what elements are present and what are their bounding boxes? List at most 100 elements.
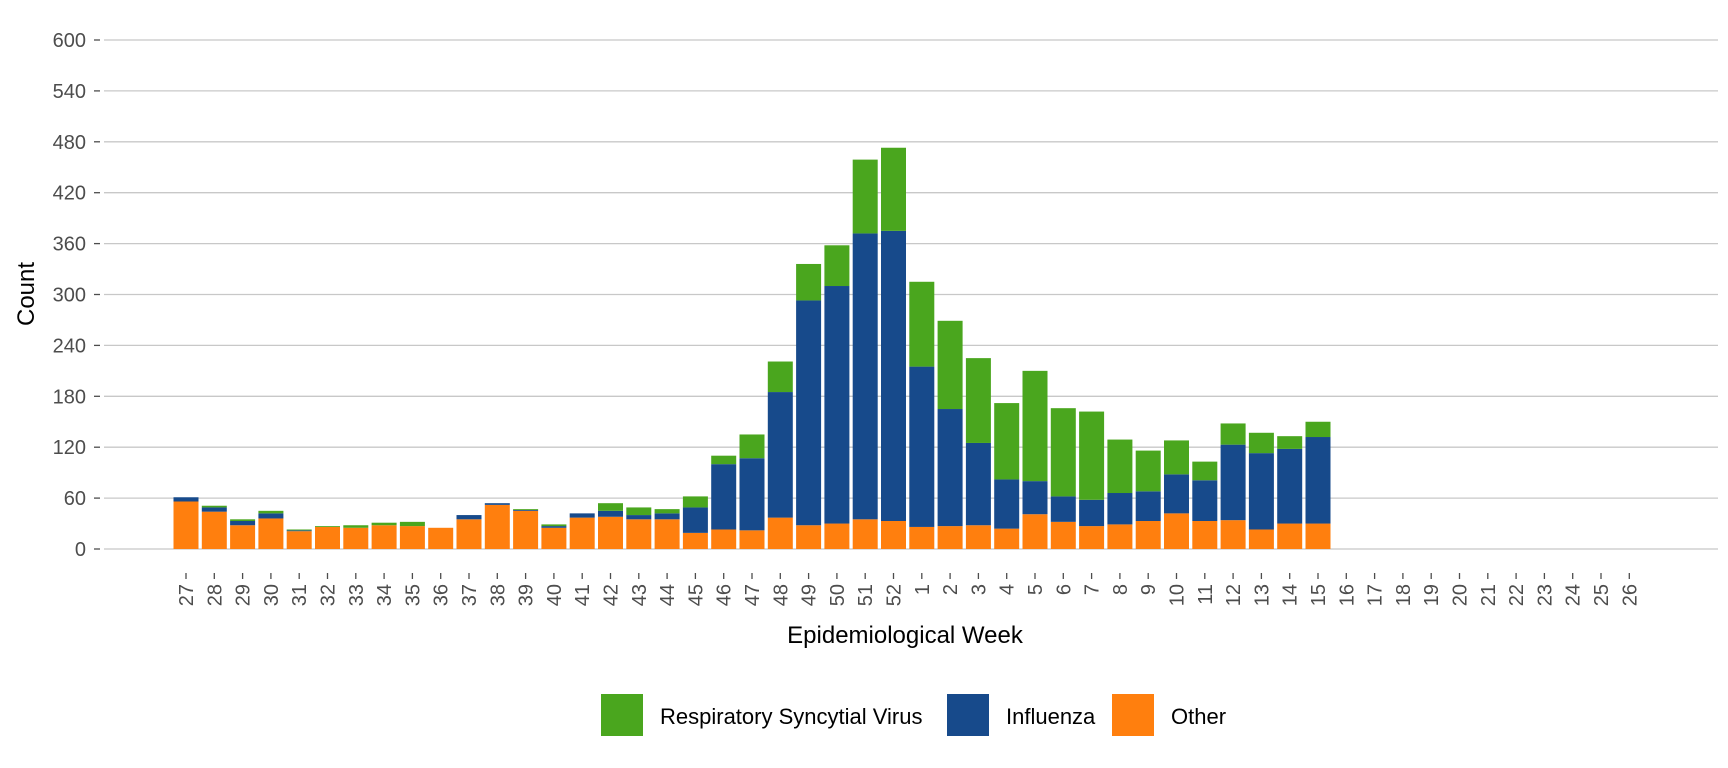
bar-respiratory-syncytial-virus [909, 281, 935, 367]
legend-key [947, 694, 989, 736]
x-tick-label: 50 [827, 584, 849, 606]
bar-influenza [598, 510, 623, 517]
x-tick-label: 3 [968, 584, 990, 595]
y-tick-label: 540 [53, 81, 86, 103]
bar-influenza [711, 464, 737, 530]
bar-other [173, 501, 199, 549]
bar-other [1107, 524, 1133, 549]
bar-influenza [909, 366, 935, 527]
bar-influenza [994, 479, 1020, 529]
bar-influenza [1107, 493, 1133, 525]
bar-influenza [1079, 499, 1105, 527]
bar-influenza [1050, 496, 1076, 522]
bar-other [513, 510, 539, 549]
x-tick-label: 51 [855, 584, 877, 606]
x-tick-label: 5 [1025, 584, 1047, 595]
x-tick-label: 52 [884, 584, 906, 606]
bar-other [399, 526, 425, 549]
bar-influenza [286, 530, 312, 532]
x-tick-label: 39 [516, 584, 538, 606]
bar-other [1305, 523, 1331, 549]
x-tick-label: 47 [742, 584, 764, 606]
bar-other [994, 528, 1020, 549]
bar-other [654, 519, 680, 549]
bar-influenza [881, 230, 906, 522]
x-tick-label: 15 [1308, 584, 1330, 606]
bar-respiratory-syncytial-virus [371, 522, 397, 526]
y-tick-label: 360 [53, 234, 86, 256]
bar-influenza [569, 513, 595, 518]
bar-influenza [1192, 480, 1218, 522]
bar-respiratory-syncytial-virus [399, 521, 425, 527]
bar-influenza [767, 392, 793, 518]
bar-influenza [1022, 481, 1048, 515]
bar-respiratory-syncytial-virus [824, 245, 850, 287]
legend-label: Respiratory Syncytial Virus [660, 704, 922, 729]
x-tick-label: 16 [1336, 584, 1358, 606]
legend-label: Influenza [1006, 704, 1096, 729]
bar-other [286, 531, 312, 549]
x-tick-label: 4 [997, 584, 1019, 595]
bar-respiratory-syncytial-virus [598, 503, 623, 511]
bar-other [1079, 526, 1105, 549]
bar-influenza [796, 300, 822, 526]
x-tick-label: 43 [629, 584, 651, 606]
x-tick-label: 21 [1478, 584, 1500, 606]
bar-respiratory-syncytial-virus [1022, 370, 1048, 482]
bar-other [824, 523, 850, 549]
bar-respiratory-syncytial-virus [1079, 411, 1105, 500]
bar-other [1220, 520, 1246, 549]
bar-other [1050, 521, 1076, 549]
y-tick-label: 300 [53, 285, 86, 307]
bar-other [937, 526, 963, 549]
bar-influenza [1164, 474, 1189, 514]
bar-influenza [1248, 453, 1274, 530]
bar-respiratory-syncytial-virus [230, 519, 256, 522]
x-tick-label: 36 [431, 584, 453, 606]
bar-respiratory-syncytial-virus [1050, 408, 1076, 497]
bar-influenza [513, 509, 539, 511]
bar-other [852, 519, 878, 549]
x-tick-label: 6 [1053, 584, 1075, 595]
bar-respiratory-syncytial-virus [1135, 450, 1161, 492]
bar-influenza [258, 513, 284, 519]
bar-influenza [541, 526, 567, 528]
bar-other [371, 525, 397, 549]
bar-influenza [626, 515, 652, 520]
bar-other [569, 517, 595, 549]
bar-other [315, 526, 340, 549]
bar-other [456, 519, 482, 549]
bar-respiratory-syncytial-virus [994, 403, 1020, 480]
bar-influenza [1277, 448, 1303, 524]
bar-respiratory-syncytial-virus [541, 524, 567, 527]
x-tick-label: 40 [544, 584, 566, 606]
bar-other [1022, 514, 1048, 549]
y-tick-label: 420 [53, 183, 86, 205]
y-tick-label: 600 [53, 30, 86, 52]
x-tick-label: 38 [487, 584, 509, 606]
bar-influenza [456, 515, 482, 520]
bar-respiratory-syncytial-virus [654, 509, 680, 514]
x-tick-label: 13 [1251, 584, 1273, 606]
x-tick-label: 23 [1534, 584, 1556, 606]
bar-other [1277, 523, 1303, 549]
x-tick-label: 35 [402, 584, 424, 606]
x-tick-label: 19 [1421, 584, 1443, 606]
bar-other [1192, 521, 1218, 549]
bar-influenza [824, 286, 850, 524]
x-tick-label: 42 [601, 584, 623, 606]
bar-influenza [682, 507, 708, 533]
bar-other [541, 527, 567, 549]
bar-respiratory-syncytial-virus [1220, 423, 1246, 445]
bar-other [201, 511, 227, 549]
bar-other [909, 526, 935, 549]
x-tick-label: 2 [940, 584, 962, 595]
legend-label: Other [1171, 704, 1226, 729]
x-tick-label: 9 [1138, 584, 1160, 595]
bar-other [1164, 513, 1189, 549]
x-tick-label: 31 [289, 584, 311, 606]
x-tick-label: 29 [233, 584, 255, 606]
bar-respiratory-syncytial-virus [1164, 440, 1189, 475]
y-tick-label: 120 [53, 437, 86, 459]
bar-other [965, 525, 991, 549]
